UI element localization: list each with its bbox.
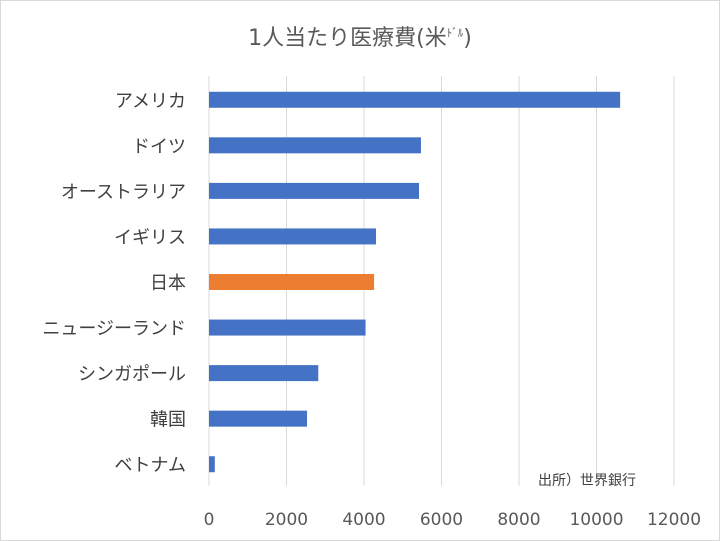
x-tick-label: 10000 xyxy=(569,510,623,530)
chart-title: 1人当たり医療費(米ﾄﾞﾙ) xyxy=(0,20,720,52)
x-tick-label: 8000 xyxy=(497,510,540,530)
bar-6 xyxy=(209,319,366,336)
category-label: 日本 xyxy=(150,273,186,294)
bar-1 xyxy=(209,91,621,108)
x-tick-label: 2000 xyxy=(265,510,308,530)
category-label: オーストラリア xyxy=(61,182,186,203)
bar-9 xyxy=(209,456,215,473)
x-tick-label: 0 xyxy=(204,510,215,530)
category-label: アメリカ xyxy=(115,91,186,112)
source-annotation: 出所）世界銀行 xyxy=(538,473,636,489)
bar-4 xyxy=(209,228,377,245)
bar-7 xyxy=(209,365,319,382)
bar-2 xyxy=(209,137,421,154)
category-label: シンガポール xyxy=(78,364,186,385)
category-label: ドイツ xyxy=(132,136,186,157)
category-label: 韓国 xyxy=(150,410,186,431)
category-label: ベトナム xyxy=(115,455,186,476)
bar-5 xyxy=(209,274,375,290)
category-label: イギリス xyxy=(114,227,186,248)
x-tick-label: 12000 xyxy=(647,510,701,530)
bar-3 xyxy=(209,182,420,199)
title-text: 1人当たり医療費(米 xyxy=(248,26,447,51)
bar-8 xyxy=(209,410,308,427)
category-label: ニュージーランド xyxy=(42,319,186,340)
x-tick-label: 6000 xyxy=(420,510,463,530)
title-close: ) xyxy=(463,26,472,51)
title-unit: ﾄﾞﾙ xyxy=(446,26,464,40)
x-tick-label: 4000 xyxy=(342,510,385,530)
